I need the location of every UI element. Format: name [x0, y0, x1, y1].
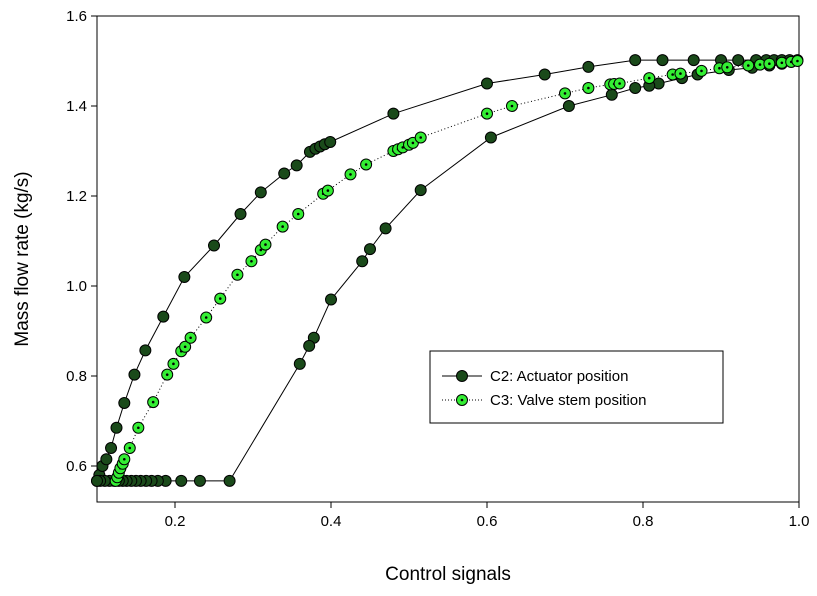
x-tick-label: 0.2 — [165, 513, 186, 530]
data-point — [629, 54, 642, 67]
data-point — [157, 310, 170, 323]
data-point-dot — [618, 82, 621, 85]
data-point-dot — [183, 345, 187, 349]
data-point — [303, 339, 316, 352]
data-point-dot — [411, 141, 415, 145]
data-point-dot — [123, 457, 126, 461]
data-point-dot — [768, 62, 771, 65]
data-point-dot — [236, 273, 239, 277]
data-point-dot — [510, 104, 514, 108]
data-point-dot — [281, 225, 284, 228]
data-point — [110, 421, 123, 434]
y-tick-label: 1.0 — [66, 278, 87, 295]
data-point-dot — [349, 173, 352, 176]
x-tick-label: 0.4 — [321, 513, 342, 530]
data-point — [656, 54, 669, 67]
data-point — [105, 442, 118, 454]
data-point — [732, 54, 745, 67]
series-layer — [91, 54, 804, 487]
data-point-dot — [485, 112, 489, 115]
data-point — [325, 293, 337, 306]
data-point — [481, 77, 493, 90]
data-point — [582, 60, 595, 73]
data-point-dot — [128, 446, 132, 450]
data-point — [128, 368, 141, 381]
data-point-dot — [151, 400, 155, 404]
data-point-dot — [700, 69, 703, 73]
data-point — [178, 271, 191, 283]
data-point-dot — [725, 66, 729, 69]
data-point-dot — [364, 163, 368, 166]
data-point — [223, 474, 236, 487]
data-point — [387, 107, 400, 120]
data-point — [562, 100, 575, 112]
data-point-dot — [563, 92, 567, 95]
data-point — [356, 255, 369, 268]
data-point-dot — [796, 59, 799, 63]
y-tick-label: 1.6 — [66, 8, 87, 25]
y-axis-title: Mass flow rate (kg/s) — [12, 171, 33, 346]
data-point-dot — [296, 212, 300, 216]
data-point-dot — [419, 136, 423, 139]
legend: C2: Actuator position C3: Valve stem pos… — [429, 350, 724, 424]
data-point — [234, 208, 247, 220]
data-point-dot — [250, 259, 253, 263]
data-point — [254, 186, 267, 199]
data-point-dot — [718, 66, 721, 70]
data-point — [278, 167, 291, 180]
y-tick-label: 1.4 — [66, 98, 87, 115]
data-point-dot — [679, 72, 682, 75]
y-tick-label: 1.2 — [66, 188, 87, 205]
data-point-dot — [189, 336, 192, 340]
series-2 — [109, 55, 804, 487]
x-tick-label: 0.6 — [477, 513, 498, 530]
data-point-dot — [204, 316, 208, 319]
legend-marker-c3-dot — [460, 398, 464, 402]
data-point-dot — [172, 362, 175, 366]
data-point-dot — [218, 297, 222, 300]
data-point-dot — [758, 63, 762, 66]
data-point — [290, 159, 303, 172]
data-point — [100, 453, 113, 466]
data-point-dot — [671, 73, 674, 76]
legend-label-c2: C2: Actuator position — [490, 368, 628, 385]
data-point — [175, 474, 188, 487]
data-point — [91, 474, 103, 487]
data-point — [293, 357, 306, 370]
data-point — [324, 136, 337, 148]
legend-box — [429, 350, 724, 424]
data-point-dot — [326, 189, 330, 192]
y-tick-label: 0.8 — [66, 368, 87, 385]
plot-frame — [96, 15, 800, 503]
y-tick-label: 0.6 — [66, 458, 87, 475]
data-point — [687, 54, 700, 67]
data-point — [208, 239, 220, 252]
data-point-dot — [780, 61, 784, 65]
data-point — [379, 222, 392, 235]
data-point — [605, 88, 618, 101]
data-point-dot — [259, 248, 263, 252]
x-axis-title: Control signals — [385, 564, 511, 585]
data-point-dot — [165, 373, 169, 376]
data-point-dot — [747, 64, 750, 67]
data-point — [139, 344, 152, 357]
data-point — [484, 131, 497, 144]
axis-ticks: 0.2 0.4 0.6 0.8 1.0 0.6 0.8 1.0 1.2 1.4 1.6 — [66, 8, 809, 530]
data-point-dot — [137, 426, 140, 430]
data-point — [193, 474, 206, 487]
x-tick-label: 0.8 — [633, 513, 654, 530]
data-point-dot — [587, 86, 590, 90]
data-point-dot — [264, 243, 267, 246]
data-point — [414, 184, 427, 197]
legend-label-c3: C3: Valve stem position — [490, 392, 646, 409]
data-point-dot — [647, 76, 651, 80]
legend-marker-c2 — [456, 370, 468, 382]
data-point — [629, 82, 642, 94]
x-tick-label: 1.0 — [789, 513, 810, 530]
data-point — [538, 68, 551, 81]
data-point — [364, 243, 376, 256]
data-point — [118, 397, 131, 409]
